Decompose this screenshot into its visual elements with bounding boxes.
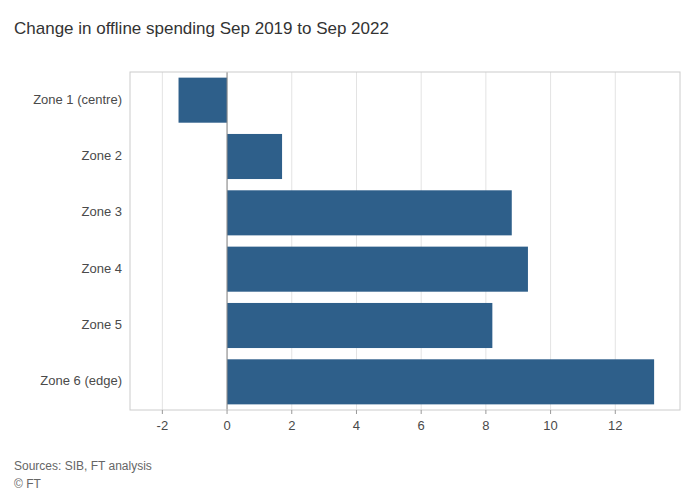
grid-line (227, 72, 228, 410)
category-label: Zone 3 (82, 204, 122, 219)
bars (179, 78, 655, 405)
plot-frame (130, 72, 680, 410)
tick-label: 6 (418, 418, 425, 433)
tick-mark (162, 410, 163, 414)
bar (227, 303, 492, 348)
category-label: Zone 6 (edge) (40, 373, 122, 388)
tick-label: 2 (288, 418, 295, 433)
tick-mark (485, 410, 486, 414)
bar (227, 359, 654, 404)
tick-mark (356, 410, 357, 414)
category-label: Zone 4 (82, 261, 122, 276)
chart: Change in offline spending Sep 2019 to S… (0, 0, 700, 500)
x-axis: -2 0 2 4 6 8 10 12 (157, 410, 623, 433)
tick-label: 8 (482, 418, 489, 433)
tick-mark (227, 410, 228, 414)
title: Change in offline spending Sep 2019 to S… (14, 19, 389, 38)
tick-mark (550, 410, 551, 414)
tick-label: 10 (543, 418, 557, 433)
category-label: Zone 5 (82, 317, 122, 332)
tick-label: 0 (223, 418, 230, 433)
tick-mark (421, 410, 422, 414)
category-label: Zone 2 (82, 148, 122, 163)
grid-line (162, 72, 163, 410)
chart-container: Change in offline spending Sep 2019 to S… (0, 0, 700, 500)
tick-mark (615, 410, 616, 414)
bar (179, 78, 228, 123)
annotation: Sources: SIB, FT analysis (14, 459, 152, 473)
bar (227, 134, 282, 179)
category-label: Zone 1 (centre) (33, 92, 122, 107)
annotation: © FT (14, 477, 42, 491)
y-axis: Zone 1 (centre) Zone 2 Zone 3 Zone 4 Zone 5 Z… (33, 92, 122, 389)
bar (227, 190, 512, 235)
tick-label: 12 (608, 418, 622, 433)
tick-label: 4 (353, 418, 360, 433)
zero-line (227, 72, 228, 410)
tick-label: -2 (157, 418, 169, 433)
tick-mark (291, 410, 292, 414)
bar (227, 247, 528, 292)
